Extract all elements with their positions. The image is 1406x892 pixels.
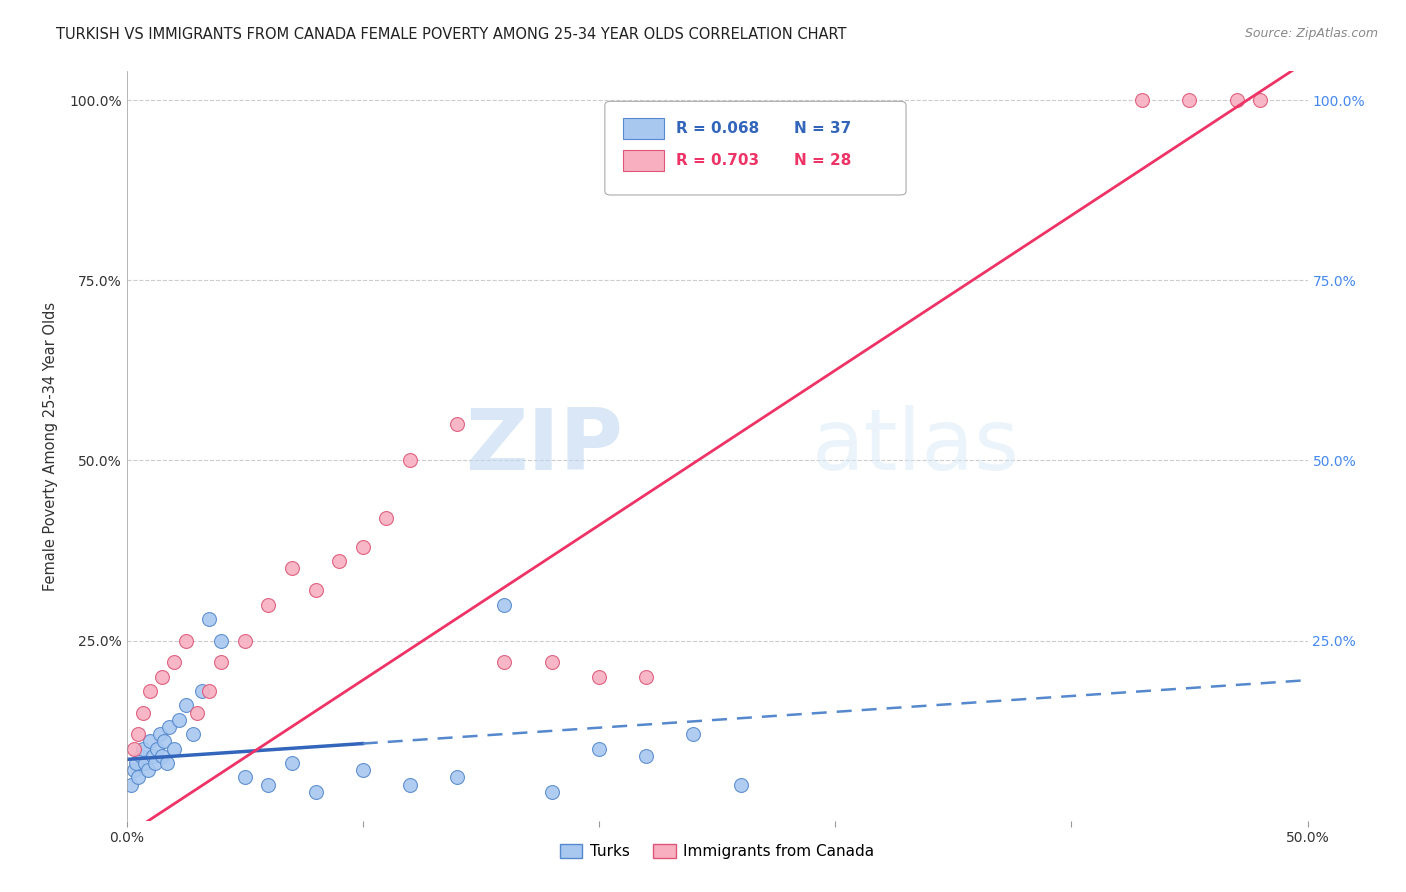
Point xyxy=(129,748,152,763)
Point xyxy=(120,778,142,792)
Point xyxy=(143,756,166,770)
Point xyxy=(139,734,162,748)
Text: R = 0.068: R = 0.068 xyxy=(676,120,759,136)
Point xyxy=(588,669,610,683)
Point xyxy=(446,417,468,432)
Point xyxy=(150,748,173,763)
Point xyxy=(1130,93,1153,107)
Point xyxy=(141,748,163,763)
Text: N = 37: N = 37 xyxy=(794,120,851,136)
Point xyxy=(186,706,208,720)
Point xyxy=(174,633,197,648)
Point xyxy=(682,727,704,741)
Text: R = 0.703: R = 0.703 xyxy=(676,153,759,168)
Point xyxy=(157,720,180,734)
Point xyxy=(1249,93,1271,107)
FancyBboxPatch shape xyxy=(605,102,905,195)
Point xyxy=(281,561,304,575)
Text: Source: ZipAtlas.com: Source: ZipAtlas.com xyxy=(1244,27,1378,40)
Point xyxy=(156,756,179,770)
Point xyxy=(167,713,190,727)
Point xyxy=(375,511,398,525)
Point xyxy=(304,785,326,799)
Text: TURKISH VS IMMIGRANTS FROM CANADA FEMALE POVERTY AMONG 25-34 YEAR OLDS CORRELATI: TURKISH VS IMMIGRANTS FROM CANADA FEMALE… xyxy=(56,27,846,42)
Point xyxy=(399,453,422,467)
Point xyxy=(146,741,169,756)
Point xyxy=(494,598,516,612)
Point xyxy=(1226,93,1249,107)
Point xyxy=(174,698,197,713)
Text: ZIP: ZIP xyxy=(465,404,623,488)
Point xyxy=(588,741,610,756)
Bar xyxy=(623,118,664,139)
Point xyxy=(209,655,232,669)
Point xyxy=(122,763,145,777)
Point xyxy=(730,778,752,792)
Bar xyxy=(623,150,664,171)
Point xyxy=(198,684,221,698)
Point xyxy=(149,727,172,741)
Point xyxy=(257,778,280,792)
Point xyxy=(134,756,156,770)
Point xyxy=(540,785,562,799)
Point xyxy=(1178,93,1201,107)
Point xyxy=(163,655,186,669)
Point xyxy=(125,756,148,770)
Point xyxy=(494,655,516,669)
Point xyxy=(209,633,232,648)
Point xyxy=(136,763,159,777)
Point xyxy=(352,763,374,777)
Point xyxy=(132,741,155,756)
Point xyxy=(191,684,214,698)
Point xyxy=(181,727,204,741)
Point xyxy=(122,741,145,756)
Text: atlas: atlas xyxy=(811,404,1019,488)
Point xyxy=(540,655,562,669)
Point xyxy=(127,727,149,741)
Point xyxy=(304,583,326,598)
Point xyxy=(163,741,186,756)
Point xyxy=(233,771,256,785)
Point xyxy=(139,684,162,698)
Point xyxy=(446,771,468,785)
Y-axis label: Female Poverty Among 25-34 Year Olds: Female Poverty Among 25-34 Year Olds xyxy=(44,301,58,591)
Point xyxy=(132,706,155,720)
Point xyxy=(257,598,280,612)
Text: N = 28: N = 28 xyxy=(794,153,851,168)
Point xyxy=(150,669,173,683)
Legend: Turks, Immigrants from Canada: Turks, Immigrants from Canada xyxy=(554,838,880,865)
Point xyxy=(399,778,422,792)
Point xyxy=(127,771,149,785)
Point xyxy=(198,612,221,626)
Point xyxy=(328,554,350,568)
Point xyxy=(352,540,374,554)
Point xyxy=(153,734,176,748)
Point xyxy=(233,633,256,648)
Point xyxy=(636,669,658,683)
Point xyxy=(281,756,304,770)
Point xyxy=(636,748,658,763)
